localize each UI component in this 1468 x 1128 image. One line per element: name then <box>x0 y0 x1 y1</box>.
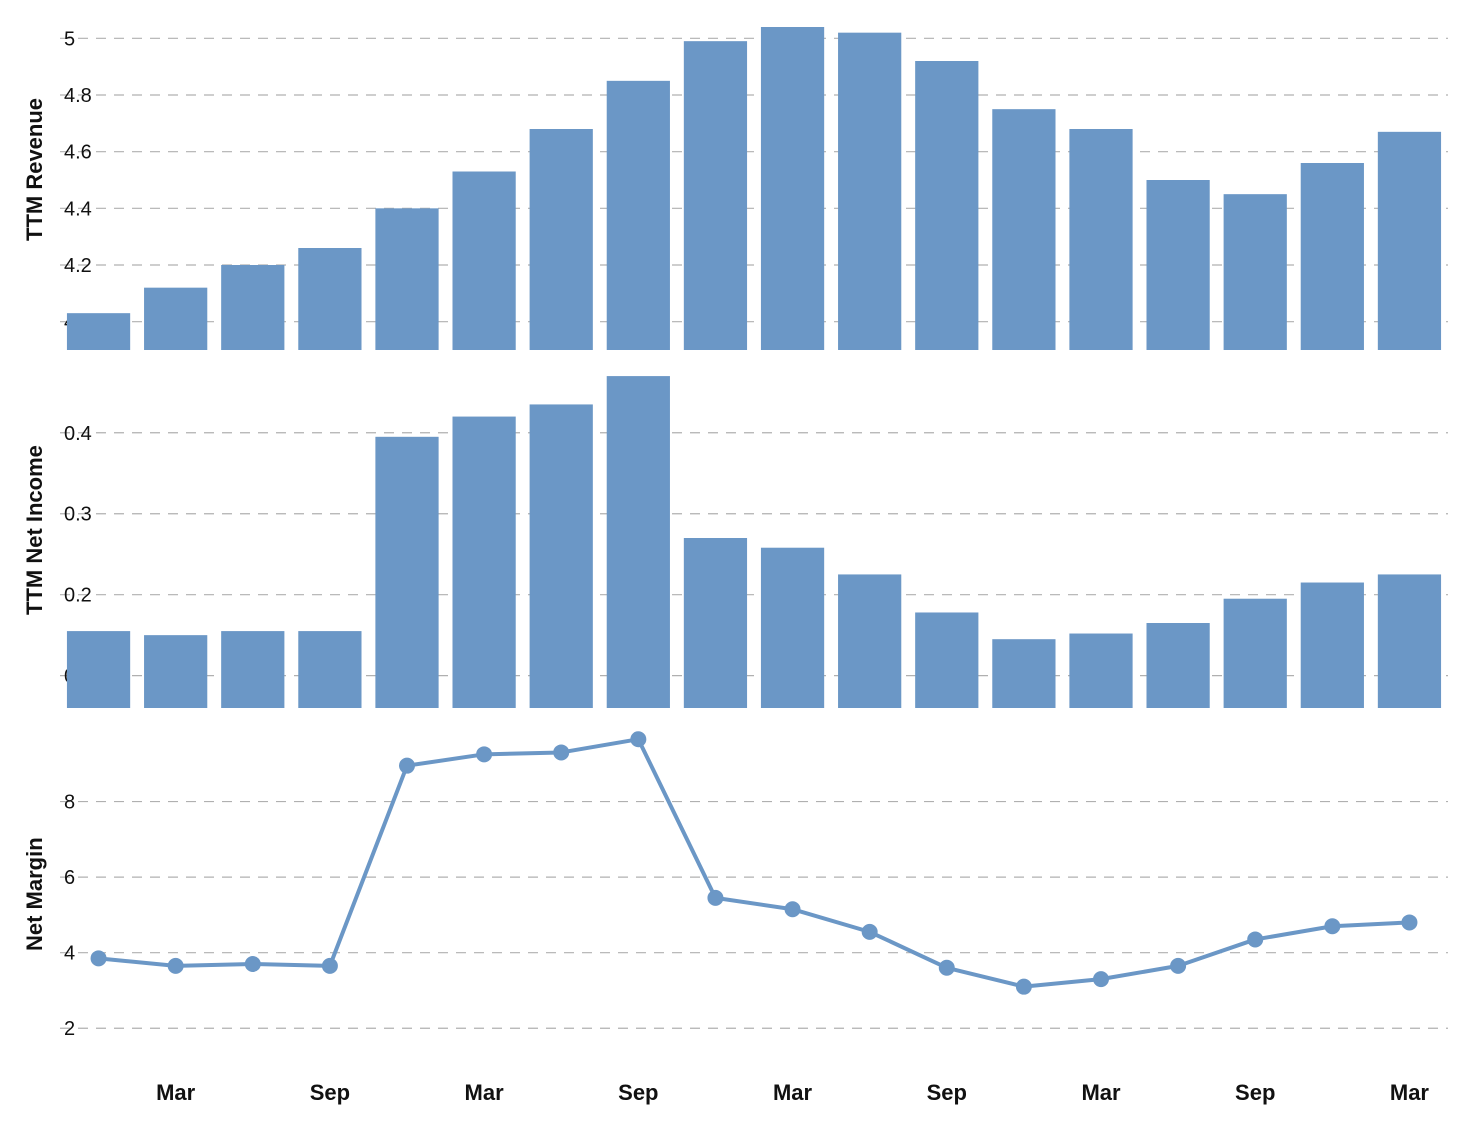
bar <box>992 639 1055 708</box>
bar <box>67 313 130 350</box>
y-axis-title: TTM Net Income <box>22 587 48 615</box>
x-tick-label: Sep <box>1235 1080 1275 1105</box>
line-marker <box>631 732 645 746</box>
y-tick-label: 5 <box>64 28 75 50</box>
bar <box>838 574 901 708</box>
bar <box>915 612 978 708</box>
line-marker <box>400 759 414 773</box>
line-marker <box>940 961 954 975</box>
bar <box>221 265 284 350</box>
x-tick-label: Sep <box>310 1080 350 1105</box>
bar <box>452 172 515 351</box>
x-tick-label: Mar <box>465 1080 505 1105</box>
y-tick-label: 4.6 <box>64 142 92 164</box>
x-tick-label: Mar <box>1390 1080 1430 1105</box>
y-tick-label: 0.4 <box>64 423 92 445</box>
bar <box>144 288 207 350</box>
y-tick-label: 4 <box>64 943 75 965</box>
bar <box>452 417 515 708</box>
x-tick-label: Sep <box>927 1080 967 1105</box>
line-marker <box>323 959 337 973</box>
line-marker <box>708 891 722 905</box>
bar <box>1224 194 1287 350</box>
bar <box>375 208 438 350</box>
bar <box>530 404 593 708</box>
x-tick-label: Mar <box>1081 1080 1121 1105</box>
line-marker <box>1017 980 1031 994</box>
line-marker <box>1171 959 1185 973</box>
bar <box>761 27 824 350</box>
y-tick-label: 0.2 <box>64 585 92 607</box>
bar <box>607 376 670 708</box>
line-marker <box>169 959 183 973</box>
y-tick-label: 8 <box>64 792 75 814</box>
bar <box>684 41 747 350</box>
bar <box>298 248 361 350</box>
bar <box>1301 583 1364 708</box>
panel-ttm-net-income: 0.10.20.30.4 <box>60 368 1448 708</box>
bar <box>1069 129 1132 350</box>
bar <box>1301 163 1364 350</box>
bar <box>1146 180 1209 350</box>
x-axis: Mar Sep Mar Sep Mar Sep Mar Sep Mar <box>60 1074 1448 1124</box>
x-tick-label: Mar <box>156 1080 196 1105</box>
line-marker <box>1325 919 1339 933</box>
y-axis-title: TTM Revenue <box>22 213 48 241</box>
financial-charts: 44.24.44.64.85 0.10.20.30.4 2468 MarSepM… <box>0 0 1468 1128</box>
bar <box>607 81 670 350</box>
plot-area: 44.24.44.64.85 <box>60 10 1448 350</box>
x-tick-label: Sep <box>618 1080 658 1105</box>
line-series <box>99 739 1410 986</box>
bar <box>915 61 978 350</box>
line-marker <box>554 745 568 759</box>
bar <box>1378 132 1441 350</box>
bar <box>375 437 438 708</box>
y-tick-label: 4.4 <box>64 198 92 220</box>
line-marker <box>92 951 106 965</box>
y-tick-label: 0.3 <box>64 504 92 526</box>
bar <box>838 33 901 350</box>
bar <box>992 109 1055 350</box>
bar <box>1224 599 1287 708</box>
plot-area: 0.10.20.30.4 <box>60 368 1448 708</box>
y-tick-label: 4.2 <box>64 255 92 277</box>
line-marker <box>246 957 260 971</box>
bar <box>1069 634 1132 708</box>
bar <box>1146 623 1209 708</box>
panel-net-margin: 2 4 6 8 <box>60 726 1448 1066</box>
bar <box>221 631 284 708</box>
line-marker <box>1402 915 1416 929</box>
bar <box>67 631 130 708</box>
line-marker <box>477 747 491 761</box>
bar <box>144 635 207 708</box>
y-tick-label: 4.8 <box>64 85 92 107</box>
x-tick-label: Mar <box>773 1080 813 1105</box>
bar <box>684 538 747 708</box>
plot-area: 2 4 6 8 <box>60 726 1448 1066</box>
bar <box>530 129 593 350</box>
bar <box>761 548 824 708</box>
panel-ttm-revenue: 44.24.44.64.85 <box>60 10 1448 350</box>
y-axis-title: Net Margin <box>22 923 48 951</box>
y-tick-label: 2 <box>64 1018 75 1040</box>
line-marker <box>786 902 800 916</box>
bar <box>298 631 361 708</box>
line-marker <box>863 925 877 939</box>
line-marker <box>1248 932 1262 946</box>
y-tick-label: 6 <box>64 867 75 889</box>
bar <box>1378 574 1441 708</box>
line-marker <box>1094 972 1108 986</box>
